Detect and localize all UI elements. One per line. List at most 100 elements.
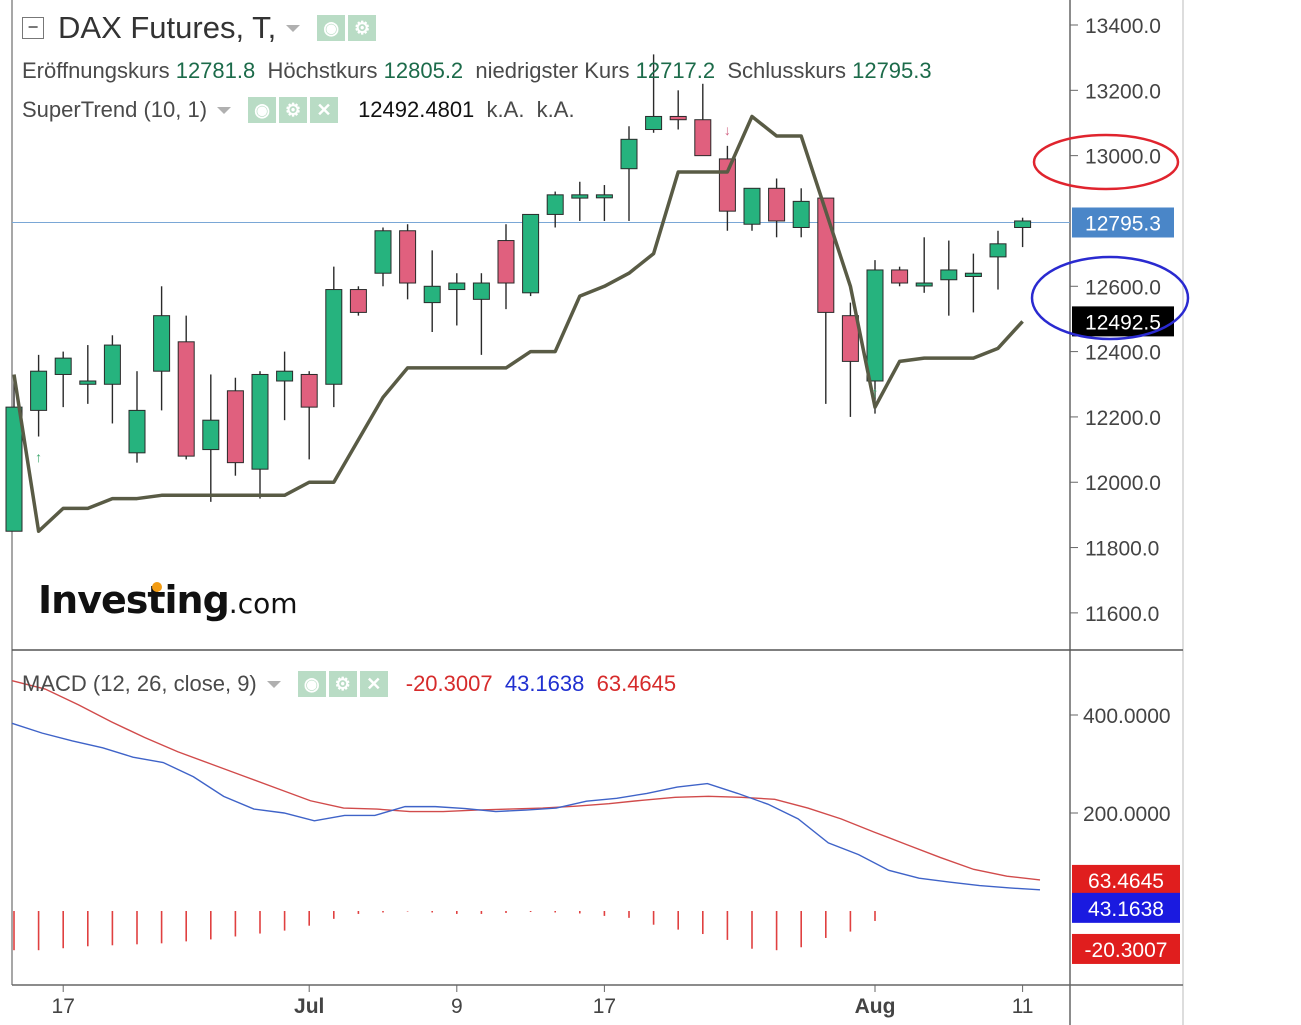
last-price-label: 12795.3: [1072, 207, 1174, 238]
candle: [841, 302, 859, 417]
y-tick-label: 11800.0: [1085, 538, 1159, 561]
candle-body: [940, 269, 958, 281]
logo-dot: [152, 582, 162, 592]
candle-body: [595, 194, 613, 199]
macd-signal-value: 63.4645: [596, 671, 677, 696]
eye-icon[interactable]: ◉: [248, 97, 277, 123]
candle-body: [177, 341, 195, 457]
supertrend-na-2: k.A.: [536, 97, 575, 122]
gear-icon[interactable]: ⚙: [328, 671, 357, 697]
candle: [103, 335, 121, 424]
candle-body: [718, 158, 736, 212]
sell-signal-icon: ↓: [724, 122, 731, 138]
gear-icon[interactable]: ⚙: [279, 97, 308, 123]
last-price-text: 12795.3: [1085, 212, 1161, 235]
candle-body: [128, 409, 146, 454]
y-tick-label: 13200.0: [1085, 80, 1161, 103]
buy-signal-icon: ↑: [35, 449, 42, 465]
candle: [202, 374, 220, 502]
supertrend-price-label: 12492.5: [1072, 306, 1174, 337]
candle-body: [546, 194, 564, 215]
macd-y-tick-label: 200.0000: [1083, 803, 1171, 826]
y-tick-label: 12000.0: [1085, 472, 1161, 495]
candle: [866, 260, 884, 414]
candle: [915, 237, 933, 293]
candle: [54, 351, 72, 408]
candle-body: [448, 282, 466, 291]
close-icon[interactable]: ✕: [310, 97, 339, 123]
open-value: 12781.8: [175, 58, 256, 83]
candle-body: [103, 344, 121, 385]
candle: [595, 185, 613, 221]
candle-body: [226, 390, 244, 464]
candle: [645, 54, 663, 133]
low-value: 12717.2: [635, 58, 716, 83]
value-label-text: 43.1638: [1088, 898, 1164, 921]
candle: [276, 351, 294, 421]
candle-body: [300, 373, 318, 408]
candle: [989, 230, 1007, 290]
candle-body: [79, 380, 97, 385]
x-tick-label: 11: [1012, 995, 1034, 1018]
candle: [669, 90, 687, 130]
signal-line: [11, 680, 1041, 881]
value-label-text: 63.4645: [1088, 870, 1164, 893]
chevron-down-icon[interactable]: [286, 24, 301, 32]
candle: [349, 286, 367, 316]
chart-title: DAX Futures, T,: [58, 10, 277, 45]
open-label: Eröffnungskurs: [22, 58, 170, 83]
chevron-down-icon[interactable]: [217, 106, 232, 114]
candle-body: [571, 194, 589, 199]
y-tick-label: 12200.0: [1085, 407, 1161, 430]
macd-label: MACD (12, 26, close, 9): [22, 671, 257, 696]
gear-icon[interactable]: ⚙: [348, 15, 377, 41]
candle: [472, 273, 490, 355]
candle-body: [349, 289, 367, 313]
supertrend-na-1: k.A.: [486, 97, 525, 122]
hist-value-label: -20.3007: [1072, 933, 1180, 964]
candle-body: [153, 315, 171, 372]
eye-icon[interactable]: ◉: [297, 671, 326, 697]
blue-circle-annotation: [1030, 255, 1190, 341]
candle-body: [743, 187, 761, 225]
y-tick-label: 11600.0: [1085, 603, 1159, 626]
candle: [571, 181, 589, 221]
candle: [423, 250, 441, 333]
candle-body: [792, 200, 810, 228]
candle: [448, 273, 466, 326]
candle: [374, 227, 392, 287]
candle-body: [202, 419, 220, 451]
candle: [940, 240, 958, 316]
eye-icon[interactable]: ◉: [317, 15, 346, 41]
candle-body: [399, 230, 417, 284]
chevron-down-icon[interactable]: [266, 680, 281, 688]
x-tick-label: 17: [52, 995, 75, 1018]
y-tick-label: 13000.0: [1085, 146, 1161, 169]
close-icon[interactable]: ✕: [359, 671, 388, 697]
low-label: niedrigster Kurs: [475, 58, 630, 83]
candle-body: [669, 115, 687, 121]
candle-body: [374, 230, 392, 274]
candle: [79, 345, 97, 404]
buy-signal-icon: ↑: [872, 384, 879, 400]
candle-body: [5, 406, 23, 532]
macd-line-value: 43.1638: [504, 671, 585, 696]
candle-body: [645, 115, 663, 131]
candle-body: [841, 315, 859, 362]
candle-body: [522, 213, 540, 294]
candle: [5, 377, 23, 532]
value-label-bg: [1072, 864, 1180, 895]
ohlc-legend: Eröffnungskurs 12781.8 Höchstkurs 12805.…: [22, 58, 932, 84]
candle-body: [989, 243, 1007, 258]
candle-body: [768, 187, 786, 222]
candle: [546, 191, 564, 228]
candle: [226, 377, 244, 476]
supertrend-legend: SuperTrend (10, 1) ◉ ⚙ ✕ 12492.4801 k.A.…: [22, 97, 575, 123]
collapse-icon[interactable]: −: [22, 17, 44, 39]
high-value: 12805.2: [383, 58, 464, 83]
candle-body: [891, 269, 909, 284]
candle-body: [915, 282, 933, 287]
supertrend-value: 12492.4801: [358, 97, 475, 122]
supertrend-line: [12, 114, 1024, 533]
